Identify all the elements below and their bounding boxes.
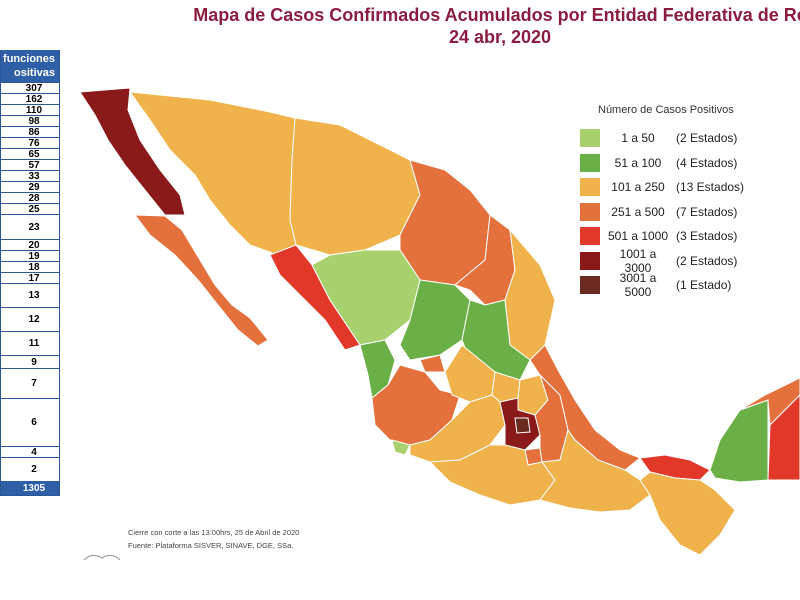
state-baja-california-sur[interactable] bbox=[133, 214, 269, 347]
table-row: 13 bbox=[1, 283, 59, 307]
table-row: 4 bbox=[1, 446, 59, 458]
table-row: 19 bbox=[1, 250, 59, 262]
legend-swatch bbox=[580, 227, 600, 246]
legend-range: 251 a 500 bbox=[611, 204, 665, 219]
cutoff-note: Cierre con corte a las 13:00hrs, 25 de A… bbox=[128, 528, 300, 537]
legend-title: Número de Casos Positivos bbox=[598, 104, 734, 116]
table-row: 28 bbox=[1, 192, 59, 204]
table-header: funciones ositivas bbox=[1, 50, 59, 82]
legend-range: 501 a 1000 bbox=[607, 229, 669, 244]
legend-count: (2 Estados) bbox=[676, 253, 738, 268]
state-colima[interactable] bbox=[391, 439, 411, 456]
legend-range: 101 a 250 bbox=[611, 180, 665, 195]
legend-count: (7 Estados) bbox=[676, 204, 738, 219]
state-jalisco[interactable] bbox=[371, 364, 461, 446]
state-tamaulipas[interactable] bbox=[504, 228, 556, 361]
table-header-line-1: funciones bbox=[3, 53, 55, 65]
legend-swatch bbox=[580, 276, 600, 295]
table-row: 57 bbox=[1, 159, 59, 171]
table-row: 2 bbox=[1, 457, 59, 481]
table-row: 65 bbox=[1, 148, 59, 160]
table-row: 6 bbox=[1, 398, 59, 446]
legend-swatch bbox=[580, 202, 600, 221]
legend-range: 51 a 100 bbox=[614, 155, 662, 170]
state-cdmx[interactable] bbox=[514, 417, 531, 434]
state-campeche[interactable] bbox=[709, 399, 769, 483]
legend-count: (4 Estados) bbox=[676, 155, 738, 170]
cases-table: funciones ositivas 307 162 110 98 86 76 65 57 33… bbox=[0, 50, 60, 496]
legend-item: 101 a 250 (13 Estados) bbox=[580, 175, 800, 200]
state-baja-california[interactable] bbox=[79, 87, 186, 216]
title-line-1: Mapa de Casos Confirmados Acumulados por… bbox=[193, 5, 800, 25]
legend-range: 1 a 50 bbox=[621, 131, 655, 146]
table-row: 18 bbox=[1, 261, 59, 273]
legend-range: 3001 a 5000 bbox=[619, 271, 657, 300]
legend-count: (13 Estados) bbox=[676, 180, 745, 195]
legend-item: 1 a 50 (2 Estados) bbox=[580, 126, 800, 151]
map-title: Mapa de Casos Confirmados Acumulados por… bbox=[120, 4, 800, 48]
table-total: 1305 bbox=[1, 481, 59, 495]
state-chiapas[interactable] bbox=[639, 471, 736, 556]
legend-range: 1001 a 3000 bbox=[619, 246, 657, 275]
table-row: 33 bbox=[1, 170, 59, 182]
legend-swatch bbox=[580, 251, 600, 270]
source-note: Fuente: Plataforma SISVER, SINAVE, DGE, … bbox=[128, 541, 294, 550]
table-row: 12 bbox=[1, 307, 59, 331]
legend-item: 1001 a 3000 (2 Estados) bbox=[580, 246, 800, 275]
title-line-2: 24 abr, 2020 bbox=[448, 27, 552, 47]
legend-count: (1 Estado) bbox=[676, 278, 732, 293]
state-quintana-roo[interactable] bbox=[767, 394, 800, 481]
legend-item: 51 a 100 (4 Estados) bbox=[580, 151, 800, 176]
table-row: 7 bbox=[1, 368, 59, 398]
legend-item: 251 a 500 (7 Estados) bbox=[580, 200, 800, 225]
legend-swatch bbox=[580, 178, 600, 197]
table-row: 86 bbox=[1, 126, 59, 138]
state-chihuahua[interactable] bbox=[289, 117, 421, 256]
table-header-line-2: ositivas bbox=[14, 67, 55, 79]
table-row: 25 bbox=[1, 203, 59, 215]
table-row: 9 bbox=[1, 355, 59, 368]
table-row: 23 bbox=[1, 214, 59, 239]
legend-count: (2 Estados) bbox=[676, 131, 738, 146]
state-yucatan[interactable] bbox=[739, 377, 800, 427]
table-row: 76 bbox=[1, 137, 59, 149]
table-row: 162 bbox=[1, 93, 59, 105]
legend-count: (3 Estados) bbox=[676, 229, 738, 244]
logo-icon bbox=[83, 554, 121, 561]
source-notes: Cierre con corte a las 13:00hrs, 25 de A… bbox=[128, 526, 299, 552]
table-row: 11 bbox=[1, 331, 59, 355]
legend-item: 501 a 1000 (3 Estados) bbox=[580, 224, 800, 249]
table-row: 17 bbox=[1, 272, 59, 284]
legend-item: 3001 a 5000 (1 Estado) bbox=[580, 271, 800, 300]
table-row: 307 bbox=[1, 82, 59, 94]
legend-swatch bbox=[580, 153, 600, 172]
state-durango[interactable] bbox=[311, 249, 421, 346]
legend: Número de Casos Positivos 1 a 50 (2 Estad… bbox=[580, 104, 800, 300]
table-row: 20 bbox=[1, 239, 59, 251]
table-row: 29 bbox=[1, 181, 59, 193]
table-row: 98 bbox=[1, 115, 59, 127]
mexico-map bbox=[79, 87, 800, 556]
table-row: 110 bbox=[1, 104, 59, 116]
legend-swatch bbox=[580, 129, 600, 148]
state-veracruz[interactable] bbox=[529, 344, 641, 471]
